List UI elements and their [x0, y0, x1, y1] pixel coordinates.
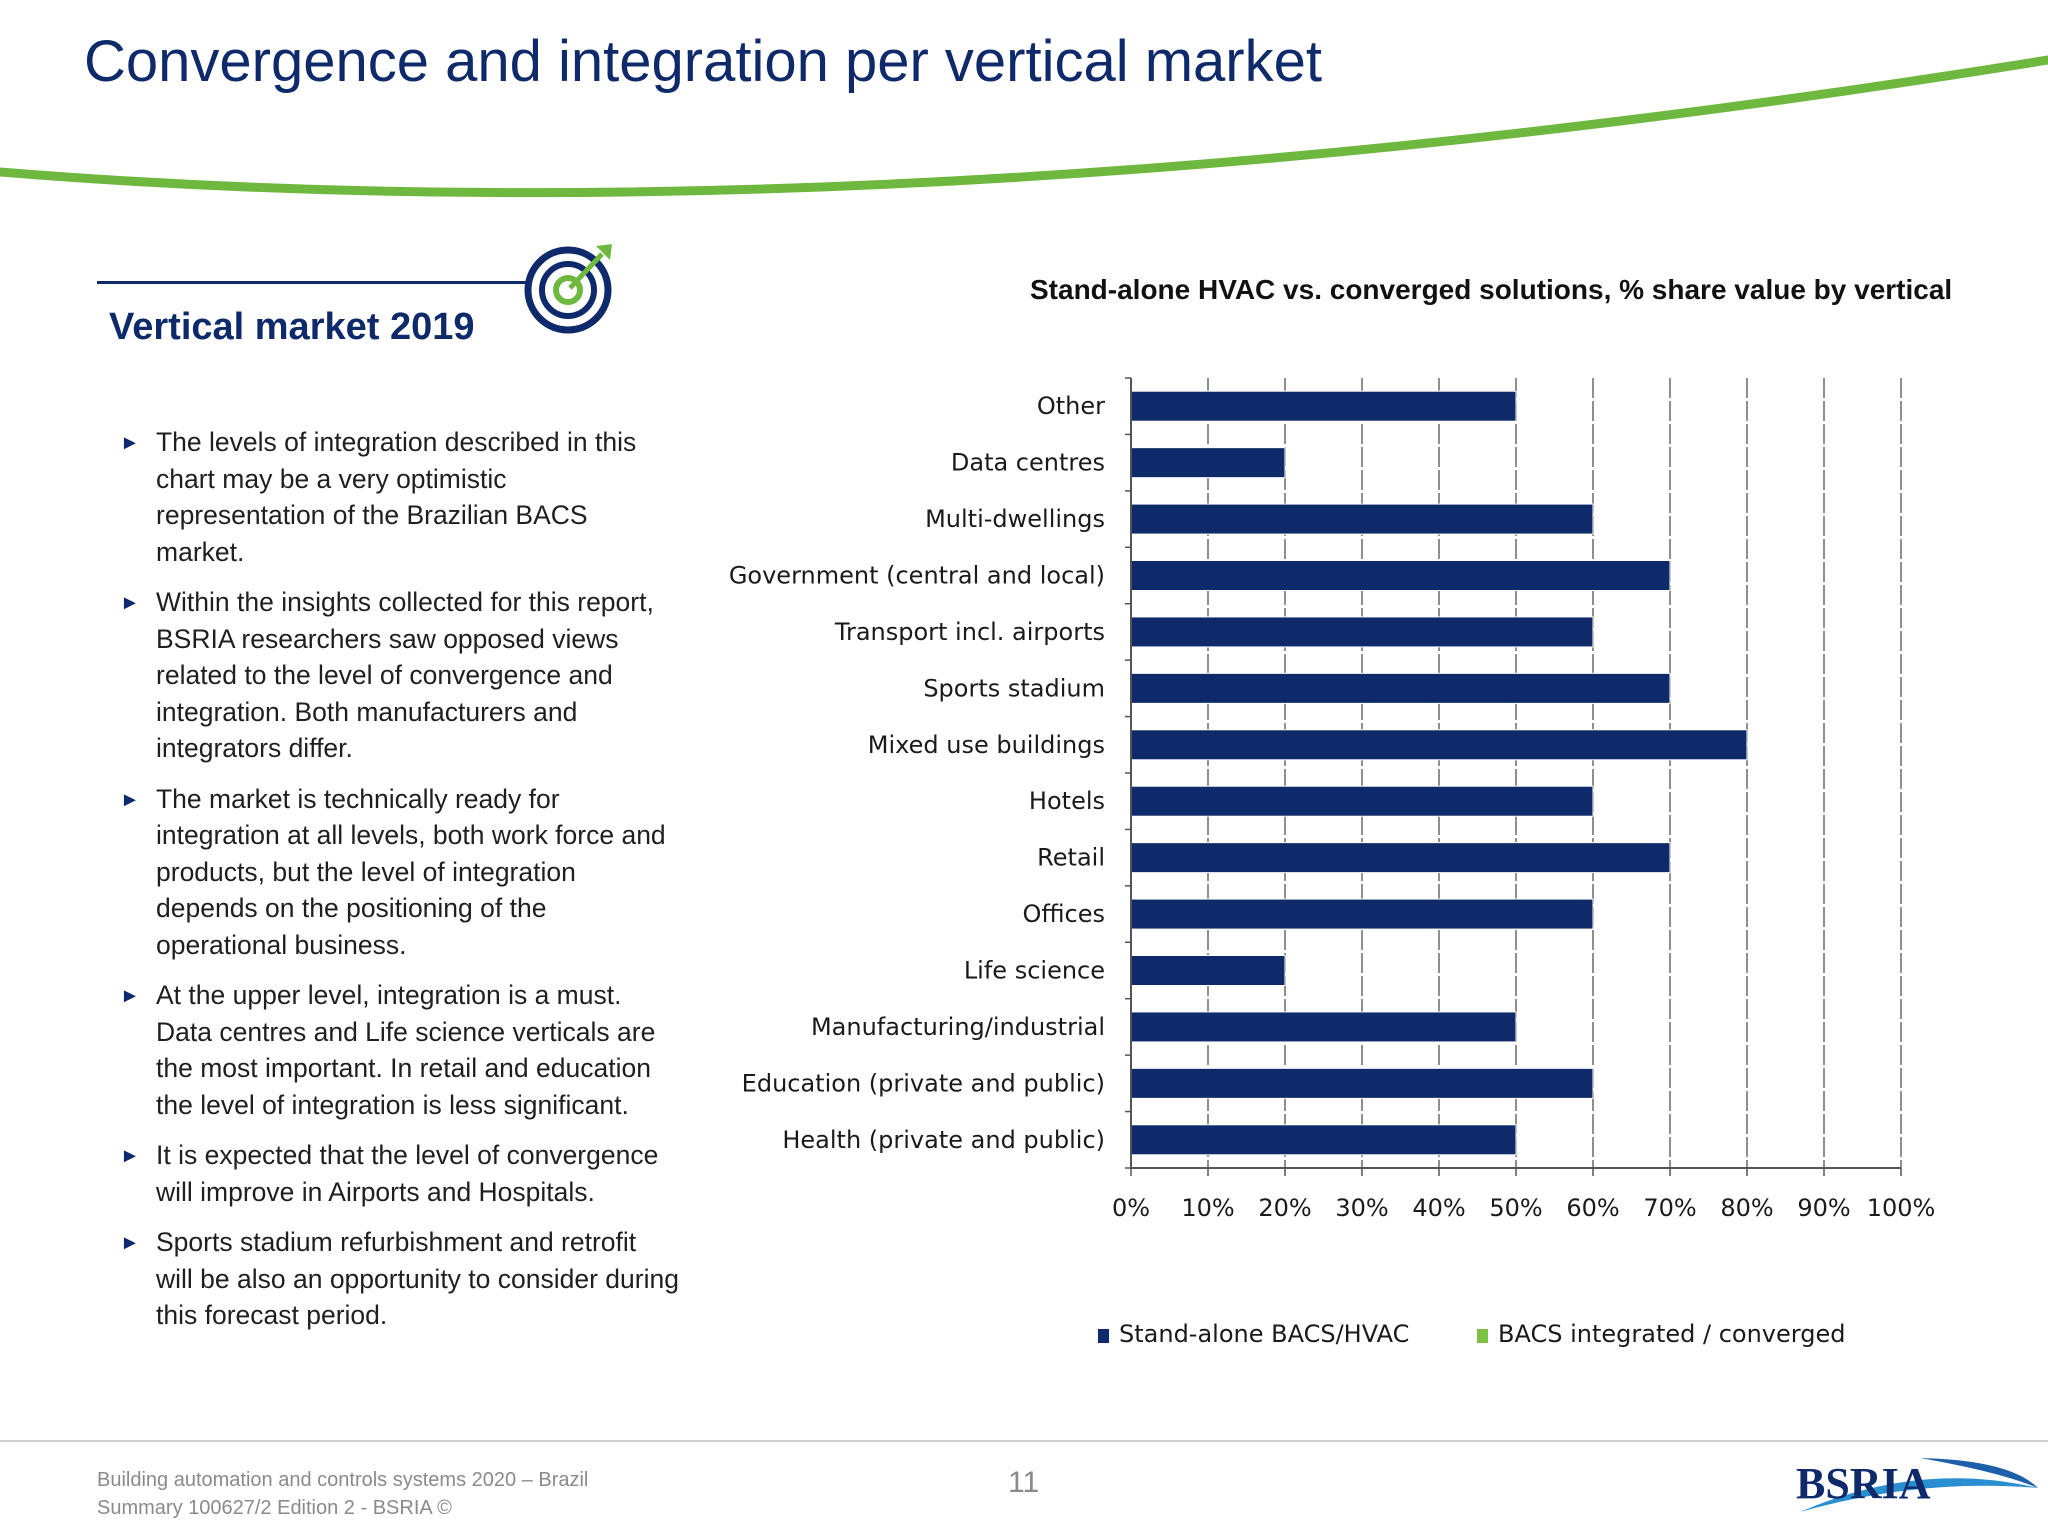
bsria-logo: BSRIA — [1796, 1458, 2038, 1512]
section-title: Vertical market 2019 — [109, 306, 475, 348]
bullet-text: Sports stadium refurbishment and retrofi… — [156, 1227, 679, 1330]
bullet-arrow-icon: ► — [120, 432, 140, 454]
bullet-text: The market is technically ready for inte… — [156, 783, 666, 960]
bar-integrated — [1285, 956, 1901, 986]
x-tick-label: 100% — [1867, 1194, 1936, 1222]
x-tick-label: 70% — [1643, 1194, 1696, 1222]
bar-integrated — [1593, 1068, 1901, 1098]
logo-text: BSRIA — [1796, 1459, 1931, 1508]
x-tick-label: 40% — [1412, 1194, 1465, 1222]
legend-item-integrated: BACS integrated / converged — [1477, 1320, 1845, 1348]
bar-integrated — [1593, 899, 1901, 929]
category-label: Retail — [1037, 844, 1105, 872]
bar-integrated — [1516, 1012, 1901, 1042]
x-tick-label: 80% — [1720, 1194, 1773, 1222]
bullet-arrow-icon: ► — [120, 1145, 140, 1167]
bar-standalone — [1130, 1124, 1517, 1156]
bar-standalone — [1130, 616, 1594, 648]
bar-standalone — [1130, 898, 1594, 930]
x-tick-label: 10% — [1181, 1194, 1234, 1222]
category-label: Sports stadium — [923, 674, 1105, 702]
category-label: Data centres — [951, 449, 1105, 477]
footer-line: Building automation and controls systems… — [97, 1469, 589, 1491]
bullet-item: ► Sports stadium refurbishment and retrof… — [120, 1224, 680, 1334]
x-tick-label: 30% — [1335, 1194, 1388, 1222]
category-label: Life science — [964, 957, 1105, 985]
bullet-item: ► The market is technically ready for int… — [120, 781, 680, 964]
category-label: Other — [1037, 392, 1105, 420]
bar-integrated — [1516, 391, 1901, 421]
category-label: Education (private and public) — [742, 1069, 1105, 1097]
bar-integrated — [1670, 561, 1901, 591]
legend-swatch-standalone — [1098, 1329, 1109, 1343]
footer-line: Summary 100627/2 Edition 2 - BSRIA © — [97, 1497, 452, 1519]
green-swoosh-decoration — [0, 55, 2048, 198]
legend-item-standalone: Stand-alone BACS/HVAC — [1098, 1320, 1409, 1348]
category-label: Manufacturing/industrial — [811, 1013, 1105, 1041]
bullet-item: ► Within the insights collected for this … — [120, 584, 680, 767]
bar-integrated — [1593, 617, 1901, 647]
bullet-text: The levels of integration described in t… — [156, 427, 637, 567]
category-label: Hotels — [1029, 787, 1105, 815]
category-label: Offices — [1022, 900, 1105, 928]
category-label: Government (central and local) — [729, 562, 1105, 590]
bar-standalone — [1130, 955, 1286, 986]
bullet-item: ► At the upper level, integration is a mu… — [120, 977, 680, 1123]
bullet-arrow-icon: ► — [120, 1232, 140, 1254]
legend-label: BACS integrated / converged — [1498, 1320, 1846, 1348]
bar-integrated — [1593, 504, 1901, 534]
bar-integrated — [1670, 673, 1901, 703]
bar-integrated — [1285, 448, 1901, 478]
legend-swatch-integrated — [1477, 1329, 1488, 1343]
bullet-arrow-icon: ► — [120, 985, 140, 1007]
bullet-list: ► The levels of integration described in … — [120, 424, 680, 1348]
bar-standalone — [1130, 672, 1671, 704]
x-tick-label: 0% — [1112, 1194, 1150, 1222]
bar-standalone — [1130, 447, 1286, 479]
bar-integrated — [1747, 730, 1901, 760]
bar-chart: Other Data centres Multi-dwellings Governme… — [729, 377, 1936, 1222]
bullet-text: At the upper level, integration is a mus… — [156, 980, 656, 1120]
footer-text: Building automation and controls systems… — [97, 1466, 588, 1522]
category-label: Health (private and public) — [782, 1126, 1105, 1154]
x-tick-label: 90% — [1797, 1194, 1850, 1222]
bar-integrated — [1593, 786, 1901, 816]
page-number: 11 — [1008, 1466, 1040, 1499]
bullet-item: ► It is expected that the level of conver… — [120, 1137, 680, 1210]
x-tick-label: 60% — [1566, 1194, 1619, 1222]
footer-divider — [0, 1440, 2048, 1442]
target-icon — [524, 244, 612, 334]
bullet-arrow-icon: ► — [120, 788, 140, 811]
chart-title: Stand-alone HVAC vs. converged solutions… — [1030, 274, 1953, 305]
category-label: Mixed use buildings — [868, 731, 1105, 759]
bar-standalone — [1130, 729, 1748, 761]
bar-standalone — [1130, 1011, 1517, 1043]
category-label: Transport incl. airports — [834, 618, 1105, 646]
bar-standalone — [1130, 842, 1671, 874]
bar-standalone — [1130, 785, 1594, 817]
x-tick-label: 50% — [1489, 1194, 1542, 1222]
bar-standalone — [1130, 503, 1594, 535]
bullet-text: It is expected that the level of converg… — [156, 1140, 659, 1207]
bullet-arrow-icon: ► — [120, 592, 140, 614]
bullet-item: ► The levels of integration described in … — [120, 424, 680, 570]
slide-title: Convergence and integration per vertical… — [84, 29, 1322, 94]
bar-standalone — [1130, 1067, 1594, 1099]
bar-integrated — [1670, 843, 1901, 873]
x-tick-label: 20% — [1258, 1194, 1311, 1222]
section-divider — [97, 281, 529, 284]
bar-integrated — [1516, 1125, 1901, 1155]
bullet-text: Within the insights collected for this r… — [156, 587, 654, 763]
bar-standalone — [1130, 390, 1517, 422]
bar-standalone — [1130, 560, 1671, 591]
category-label: Multi-dwellings — [925, 505, 1105, 533]
legend-label: Stand-alone BACS/HVAC — [1119, 1320, 1410, 1348]
